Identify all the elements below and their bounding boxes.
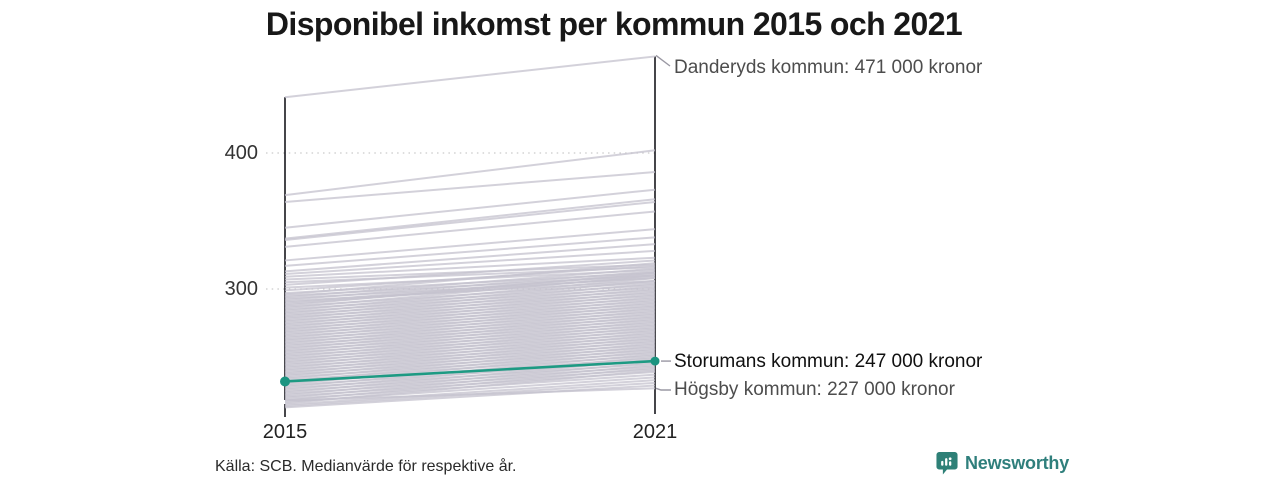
municipality-line [284, 301, 656, 337]
municipality-line [284, 336, 656, 372]
municipality-line [284, 298, 656, 334]
municipality-line [284, 210, 656, 248]
connector-hogsby [655, 387, 671, 391]
municipality-line [284, 236, 656, 267]
municipality-line [284, 296, 656, 331]
municipality-line [284, 279, 656, 315]
municipality-line [284, 384, 656, 409]
municipality-line [284, 171, 656, 203]
highlight-line-storuman [284, 359, 656, 383]
municipality-line [284, 328, 656, 364]
brand-logo: Newsworthy [936, 451, 1069, 476]
brand-name: Newsworthy [965, 453, 1070, 473]
highlight-dot-2015 [280, 376, 290, 387]
x-tick-label-2015: 2015 [262, 421, 308, 443]
municipality-line-labeled [284, 55, 656, 99]
municipality-line [284, 271, 656, 307]
municipality-line [284, 293, 656, 329]
municipality-line [284, 379, 656, 406]
municipality-line [284, 342, 656, 378]
annotation-hogsby: Högsby kommun: 227 000 kronor [674, 379, 955, 400]
x-tick-label-2021: 2021 [632, 421, 678, 443]
municipality-line [284, 326, 656, 361]
municipality-line [284, 307, 656, 342]
municipality-line [284, 288, 656, 323]
municipality-line [284, 309, 656, 345]
municipality-line [284, 356, 656, 391]
y-tick-label-300: 300 [224, 278, 258, 300]
municipality-line [284, 277, 656, 312]
municipality-line [284, 364, 656, 399]
municipality-line [284, 334, 656, 369]
municipality-line [284, 339, 656, 375]
municipality-line [284, 312, 656, 348]
municipality-line [284, 200, 656, 242]
municipality-line [284, 317, 656, 353]
municipality-line [284, 366, 656, 402]
municipality-line [284, 198, 656, 240]
municipality-line [284, 256, 656, 278]
chart-title: Disponibel inkomst per kommun 2015 och 2… [265, 6, 963, 42]
municipality-line [284, 315, 656, 350]
municipality-line [284, 262, 656, 296]
annotation-storuman: Storumans kommun: 247 000 kronor [674, 351, 983, 372]
annotation-danderyd: Danderyds kommun: 471 000 kronor [674, 57, 983, 78]
newsworthy-icon [936, 451, 958, 476]
municipality-line [284, 270, 656, 301]
y-tick-label-400: 400 [224, 142, 258, 164]
municipality-line [284, 188, 656, 229]
municipality-line [284, 249, 656, 276]
municipality-line [284, 320, 656, 356]
municipality-line [284, 228, 656, 262]
municipality-line [284, 290, 656, 326]
municipality-line [284, 345, 656, 380]
municipality-line [284, 304, 656, 339]
highlight-dot-2021 [650, 356, 660, 366]
municipality-line [284, 282, 656, 318]
municipality-line [284, 361, 656, 397]
municipality-line [284, 149, 656, 197]
municipality-line [284, 243, 656, 273]
municipality-line [284, 259, 656, 286]
municipality-line [284, 331, 656, 367]
municipality-line [284, 323, 656, 358]
municipality-line [284, 267, 656, 299]
municipality-line [284, 285, 656, 320]
municipality-line [284, 347, 656, 383]
municipality-line-labeled [284, 387, 656, 402]
connector-danderyd [655, 54, 671, 67]
municipality-line [284, 274, 656, 310]
source-note: Källa: SCB. Medianvärde för respektive å… [215, 458, 517, 475]
